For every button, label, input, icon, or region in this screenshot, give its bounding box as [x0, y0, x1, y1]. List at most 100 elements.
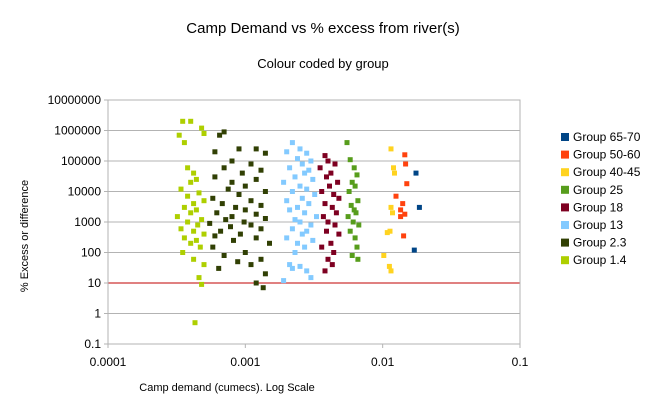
legend-label-group-2-3: Group 2.3	[573, 236, 627, 250]
point-group-40-45	[388, 204, 394, 210]
point-group-40-45	[392, 170, 397, 176]
point-group-18	[322, 201, 328, 207]
point-group-2-3	[262, 216, 268, 221]
point-group-13	[310, 237, 316, 243]
point-group-1-4	[181, 235, 187, 241]
x-tick-label: 0.001	[230, 355, 260, 369]
y-tick-label: 10	[88, 276, 102, 290]
point-group-18	[336, 195, 342, 201]
legend-label-group-1-4: Group 1.4	[573, 253, 627, 267]
y-tick-label: 1000000	[54, 124, 101, 138]
point-group-25	[345, 214, 351, 220]
point-group-13	[306, 201, 312, 207]
point-group-1-4	[195, 222, 201, 228]
point-group-2-3	[258, 226, 264, 232]
point-group-18	[320, 214, 326, 220]
legend-label-group-18: Group 18	[573, 200, 623, 214]
point-group-1-4	[188, 210, 194, 216]
point-group-2-3	[262, 189, 268, 194]
point-group-1-4	[176, 132, 182, 138]
point-group-2-3	[258, 256, 264, 262]
point-group-1-4	[193, 237, 199, 243]
point-group-2-3	[229, 214, 235, 220]
point-group-18	[319, 189, 325, 194]
point-group-40-45	[388, 146, 394, 152]
point-group-2-3	[248, 198, 254, 204]
point-group-13	[304, 268, 310, 274]
point-group-2-3	[253, 280, 259, 286]
point-group-13	[295, 156, 300, 162]
point-group-2-3	[237, 231, 243, 237]
point-group-1-4	[185, 219, 191, 225]
point-group-2-3	[217, 132, 223, 138]
point-group-1-4	[191, 228, 197, 234]
point-group-50-60	[404, 181, 410, 187]
point-group-13	[299, 161, 305, 167]
point-group-25	[347, 228, 353, 234]
point-group-2-3	[262, 150, 268, 156]
point-group-13	[281, 278, 287, 284]
point-group-65-70	[413, 170, 419, 176]
point-group-2-3	[212, 149, 218, 155]
point-group-50-60	[403, 161, 409, 167]
point-group-1-4	[193, 207, 199, 213]
point-group-1-4	[201, 198, 207, 204]
point-group-13	[295, 240, 300, 246]
point-group-1-4	[191, 170, 197, 176]
legend-label-group-13: Group 13	[573, 218, 623, 232]
point-group-1-4	[188, 240, 194, 246]
point-group-13	[297, 146, 303, 152]
point-group-25	[355, 256, 361, 262]
point-group-1-4	[178, 186, 184, 192]
y-tick-label: 1000	[74, 215, 101, 229]
x-tick-label: 0.01	[371, 355, 395, 369]
point-group-2-3	[258, 202, 264, 208]
point-group-2-3	[223, 217, 229, 223]
legend-swatch-group-50-60	[561, 150, 569, 159]
point-group-1-4	[201, 131, 207, 136]
point-group-13	[312, 192, 318, 197]
x-axis-ticks: 0.0001 0.001 0.01 0.1	[90, 344, 529, 369]
point-group-18	[319, 244, 325, 250]
y-axis-ticks: 0.1 1 10 100 1000 10000 100000 1000000 10000000	[48, 93, 108, 351]
point-group-2-3	[248, 222, 254, 228]
chart-title: Camp Demand vs % excess from river(s)	[186, 20, 459, 37]
point-group-2-3	[212, 174, 218, 180]
point-group-13	[299, 195, 305, 201]
point-group-1-4	[192, 320, 198, 326]
point-group-65-70	[416, 204, 422, 210]
point-group-13	[297, 219, 303, 225]
legend-label-group-50-60: Group 50-60	[573, 148, 641, 162]
point-group-18	[324, 228, 329, 234]
point-group-13	[302, 210, 308, 216]
point-group-25	[352, 183, 358, 189]
point-group-2-3	[248, 262, 254, 268]
point-group-25	[344, 140, 350, 146]
point-group-40-45	[388, 268, 394, 274]
point-group-40-45	[381, 253, 387, 258]
point-group-18	[325, 219, 331, 225]
point-group-13	[287, 262, 293, 268]
point-group-18	[324, 174, 329, 180]
point-group-40-45	[386, 263, 392, 269]
point-group-18	[328, 170, 334, 176]
point-group-2-3	[228, 224, 233, 230]
point-group-13	[289, 140, 295, 146]
point-group-2-3	[225, 186, 231, 192]
point-group-1-4	[193, 176, 199, 182]
point-group-2-3	[231, 237, 236, 243]
point-group-2-3	[242, 250, 248, 255]
point-group-18	[322, 153, 328, 159]
point-group-2-3	[253, 235, 259, 241]
point-group-2-3	[229, 158, 235, 164]
point-group-1-4	[201, 231, 207, 237]
point-group-2-3	[253, 176, 259, 182]
point-group-25	[354, 172, 360, 178]
point-group-25	[354, 244, 360, 250]
y-tick-label: 1	[94, 307, 101, 321]
point-group-50-60	[398, 207, 404, 213]
point-group-1-4	[196, 275, 202, 281]
point-group-13	[295, 204, 300, 210]
point-group-50-60	[400, 201, 406, 207]
point-group-13	[292, 217, 298, 223]
